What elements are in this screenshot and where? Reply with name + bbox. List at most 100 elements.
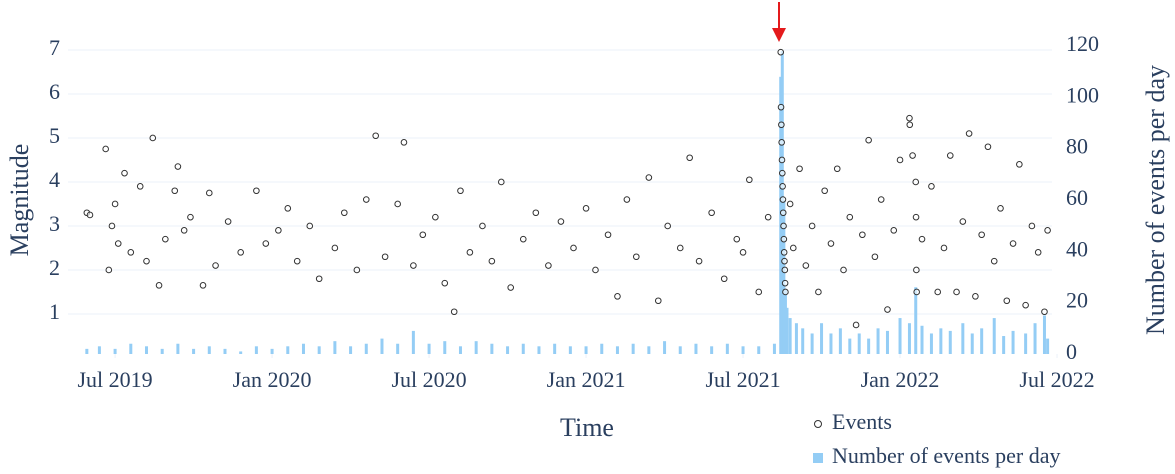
bar <box>782 200 786 354</box>
event-point <box>262 240 270 247</box>
bar <box>364 343 368 354</box>
event-point <box>782 288 789 296</box>
bar <box>663 341 667 354</box>
event-point <box>906 121 914 129</box>
event-point <box>604 231 612 239</box>
event-point <box>840 266 847 274</box>
bar <box>820 323 824 354</box>
event-point <box>778 139 785 146</box>
y-axis-title: Magnitude <box>5 144 34 257</box>
bar <box>301 343 305 354</box>
bar <box>794 323 798 354</box>
event-point <box>111 200 119 208</box>
event-point <box>912 178 920 186</box>
event-point <box>654 297 662 305</box>
bar <box>443 341 447 354</box>
event-point <box>664 222 671 230</box>
event-point <box>808 222 816 230</box>
bar <box>1002 336 1006 354</box>
event-point <box>419 231 427 239</box>
event-point <box>846 213 854 221</box>
event-point <box>582 205 590 212</box>
event-point <box>381 253 389 261</box>
event-point <box>779 183 786 190</box>
event-point <box>479 222 486 230</box>
bar <box>885 330 889 354</box>
event-point <box>676 244 684 252</box>
bar <box>710 346 714 354</box>
bar <box>380 338 384 354</box>
event-point <box>162 235 169 243</box>
event-point <box>331 244 339 252</box>
bar <box>490 343 494 354</box>
bar <box>1042 315 1046 354</box>
legend-marker <box>813 453 823 463</box>
bar <box>801 328 805 354</box>
event-point <box>545 262 552 269</box>
bar <box>948 330 952 354</box>
event-point <box>86 211 94 219</box>
event-point <box>780 249 788 256</box>
event-point <box>978 231 985 239</box>
bar <box>961 323 965 354</box>
event-point <box>102 145 109 153</box>
event-point <box>614 293 621 300</box>
event-point <box>570 244 577 252</box>
event-point <box>780 235 788 243</box>
event-point <box>306 222 314 230</box>
event-point <box>497 178 505 186</box>
event-point <box>362 196 370 203</box>
event-point <box>632 253 640 261</box>
event-point <box>821 187 828 195</box>
bar <box>129 343 133 354</box>
bar <box>97 346 101 354</box>
x-tick-label: Jul 2019 <box>78 367 153 392</box>
event-point <box>432 213 439 221</box>
event-point <box>984 143 992 151</box>
grid <box>68 49 1058 358</box>
event-point <box>778 156 786 164</box>
bar <box>223 348 227 354</box>
event-point <box>720 275 728 283</box>
bar <box>317 346 321 354</box>
bar <box>829 333 833 354</box>
event-point <box>400 139 408 146</box>
bar <box>349 346 353 354</box>
event-point <box>394 200 401 208</box>
event-point <box>946 152 954 159</box>
event-point <box>786 200 794 208</box>
event-point <box>149 134 157 142</box>
event-point <box>739 249 747 256</box>
x-axis-title: Time <box>560 413 614 442</box>
bar <box>980 328 984 354</box>
y2-tick-label: 120 <box>1066 31 1099 56</box>
event-point <box>507 284 515 291</box>
bar <box>772 343 776 354</box>
event-point <box>781 257 788 265</box>
event-point <box>796 165 803 173</box>
y-tick-label: 5 <box>49 123 60 148</box>
y2-tick-label: 80 <box>1066 134 1088 159</box>
event-point <box>1034 249 1042 256</box>
y-tick-label: 4 <box>49 167 60 192</box>
event-point <box>909 152 916 159</box>
event-point <box>623 196 631 203</box>
event-point <box>171 187 179 195</box>
bar <box>474 341 478 354</box>
event-point <box>884 306 891 313</box>
bar <box>1033 323 1037 354</box>
bar <box>929 333 933 354</box>
bar <box>615 346 619 354</box>
event-point <box>764 213 772 221</box>
event-point <box>746 176 753 184</box>
bar <box>600 343 604 354</box>
x-tick-label: Jan 2022 <box>861 367 940 392</box>
event-point <box>557 218 565 225</box>
event-point <box>871 253 879 261</box>
event-point <box>802 262 810 269</box>
bar <box>537 346 541 354</box>
event-point <box>959 218 967 225</box>
bar <box>907 323 911 354</box>
legend-label: Number of events per day <box>832 443 1060 468</box>
event-point <box>781 279 789 287</box>
